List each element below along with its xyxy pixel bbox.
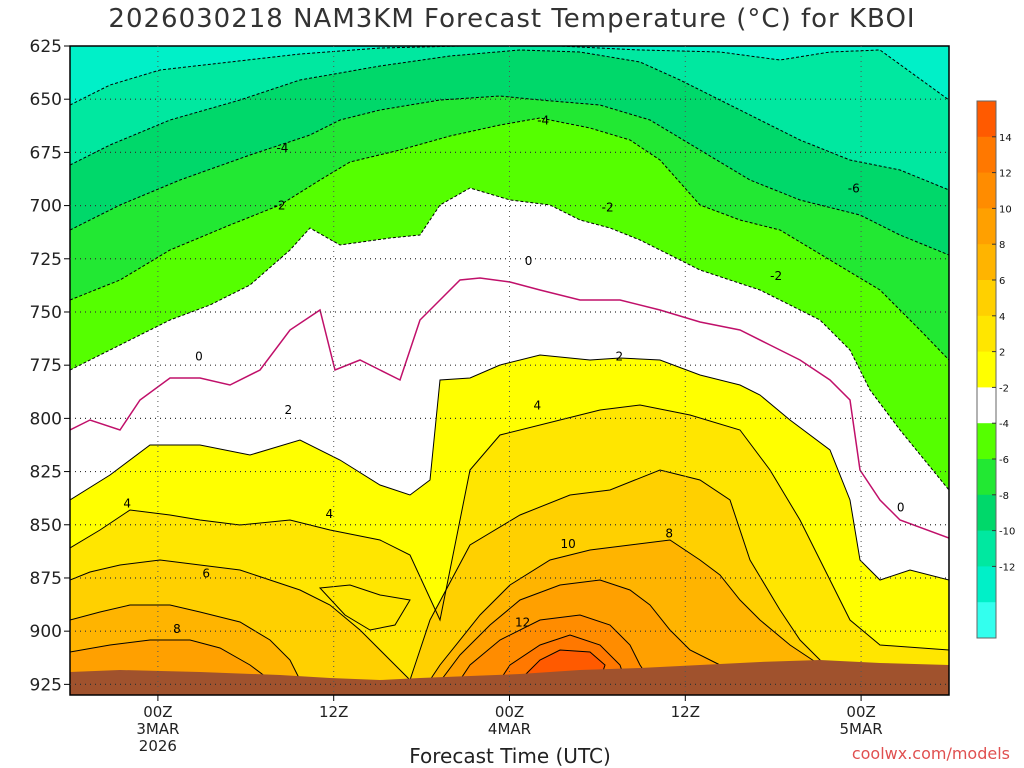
colorbar-swatch xyxy=(977,351,996,388)
contour-label: 12 xyxy=(515,616,530,630)
x-tick-label: 3MAR xyxy=(136,720,179,738)
colorbar-swatch xyxy=(977,566,996,603)
colorbar-swatch xyxy=(977,387,996,424)
colorbar-swatch xyxy=(977,208,996,245)
x-tick-label: 00Z xyxy=(143,703,172,721)
x-axis-label: Forecast Time (UTC) xyxy=(409,744,611,768)
colorbar-tick-label: -4 xyxy=(999,419,1009,430)
x-tick-label: 5MAR xyxy=(840,720,883,738)
contour-label: 0 xyxy=(525,254,533,268)
y-tick-label: 800 xyxy=(30,409,62,429)
contour-label: 0 xyxy=(195,350,203,364)
y-tick-label: 925 xyxy=(30,675,62,695)
contour-label: 4 xyxy=(325,507,333,521)
colorbar-swatch xyxy=(977,459,996,496)
colorbar-tick-label: 14 xyxy=(999,133,1012,144)
colorbar-tick-label: -12 xyxy=(999,562,1015,573)
colorbar: 14 12 10 8 6 4 2 -2 -4 -6 -8 -10 -12 xyxy=(976,100,1015,639)
colorbar-tick-label: 2 xyxy=(999,348,1005,359)
y-tick-label: 875 xyxy=(30,569,62,589)
colorbar-swatch xyxy=(977,494,996,532)
colorbar-tick-label: 12 xyxy=(999,169,1012,180)
contour-label: 10 xyxy=(560,537,575,551)
x-tick-label: 00Z xyxy=(846,703,875,721)
y-tick-label: 750 xyxy=(30,303,62,323)
colorbar-swatch xyxy=(977,136,996,174)
colorbar-tick-label: -8 xyxy=(999,491,1009,502)
contour-label: -2 xyxy=(770,269,782,283)
contour-label: -4 xyxy=(276,141,288,155)
colorbar-tick-label: 8 xyxy=(999,240,1005,251)
contour-label: 8 xyxy=(173,622,181,636)
contour-label: -6 xyxy=(848,182,860,196)
colorbar-swatch xyxy=(977,172,996,209)
y-axis: 625 650 675 700 725 750 775 800 825 850 875 900 925 xyxy=(30,37,70,695)
contour-label: -4 xyxy=(537,113,549,127)
x-tick-label: 4MAR xyxy=(488,720,531,738)
chart-title: 2026030218 NAM3KM Forecast Temperature (… xyxy=(108,4,916,34)
contour-label: 4 xyxy=(534,399,542,413)
contour-labels: -4 -4 -6 -2 -2 -2 0 0 0 2 2 4 4 4 6 8 8 10 12 xyxy=(123,113,905,636)
y-tick-label: 675 xyxy=(30,143,62,163)
x-tick-label: 12Z xyxy=(671,703,700,721)
contour-label: 2 xyxy=(284,403,292,417)
y-tick-label: 700 xyxy=(30,197,62,217)
colorbar-swatch xyxy=(977,530,996,567)
colorbar-tick-label: -2 xyxy=(999,383,1009,394)
x-tick-label: 00Z xyxy=(495,703,524,721)
y-tick-label: 775 xyxy=(30,356,62,376)
contour-label: -2 xyxy=(274,199,286,213)
terrain xyxy=(70,660,949,695)
y-tick-label: 900 xyxy=(30,622,62,642)
y-tick-label: 825 xyxy=(30,463,62,483)
contour-label: 6 xyxy=(202,567,210,581)
colorbar-swatch xyxy=(977,423,996,460)
colorbar-swatch xyxy=(977,244,996,281)
y-tick-label: 850 xyxy=(30,516,62,536)
contour-label: 4 xyxy=(123,496,131,510)
colorbar-swatch xyxy=(977,602,996,639)
colorbar-tick-label: 4 xyxy=(999,312,1005,323)
temperature-field xyxy=(70,46,949,695)
contour-label: -2 xyxy=(602,201,614,215)
colorbar-frame xyxy=(976,100,997,639)
contour-label: 2 xyxy=(616,350,624,364)
colorbar-tick-label: 6 xyxy=(999,276,1005,287)
colorbar-tick-label: -6 xyxy=(999,455,1009,466)
colorbar-tick-label: 10 xyxy=(999,204,1012,215)
colorbar-swatch xyxy=(977,101,996,138)
y-tick-label: 625 xyxy=(30,37,62,57)
x-tick-label: 2026 xyxy=(139,737,177,755)
colorbar-swatch xyxy=(977,280,996,317)
contour-label: 8 xyxy=(665,526,673,540)
gridlines xyxy=(70,46,949,695)
y-tick-label: 650 xyxy=(30,90,62,110)
contour-label: 0 xyxy=(897,501,905,515)
colorbar-tick-label: -10 xyxy=(999,527,1015,538)
x-tick-label: 12Z xyxy=(319,703,348,721)
colorbar-swatch xyxy=(977,315,996,353)
y-tick-label: 725 xyxy=(30,250,62,270)
credit-text: coolwx.com/models xyxy=(851,744,1010,763)
